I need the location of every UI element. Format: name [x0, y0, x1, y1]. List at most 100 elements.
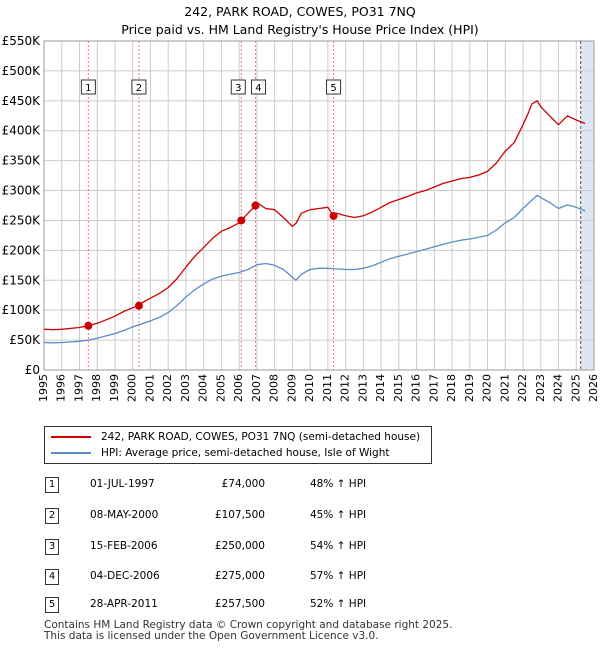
x-tick-label: 1997 — [72, 374, 85, 402]
sale-point — [237, 216, 246, 225]
row-date: 08-MAY-2000 — [90, 509, 159, 521]
x-tick-label: 2013 — [356, 374, 369, 402]
y-tick-label: £150K — [2, 273, 42, 287]
x-tick-label: 1996 — [55, 374, 68, 402]
x-tick-label: 2010 — [303, 374, 316, 402]
x-tick-label: 2001 — [143, 374, 156, 402]
table-row: 3 15-FEB-2006 £250,000 54% ↑ HPI — [0, 536, 600, 556]
x-tick-label: 2006 — [232, 374, 245, 402]
x-tick-label: 2017 — [427, 374, 440, 402]
row-number-badge: 2 — [45, 508, 59, 524]
sale-number-label: 3 — [235, 83, 241, 94]
y-tick-label: £100K — [2, 303, 42, 317]
x-tick-label: 2025 — [569, 374, 582, 402]
sale-number-box — [80, 79, 96, 95]
y-tick-label: £400K — [2, 124, 42, 138]
projection-band — [580, 41, 594, 370]
footer: Contains HM Land Registry data © Crown c… — [44, 620, 452, 642]
x-tick-label: 2014 — [374, 374, 387, 402]
y-tick-label: £350K — [2, 154, 42, 168]
sale-point — [134, 301, 143, 310]
y-tick-label: £300K — [2, 184, 42, 198]
x-tick-label: 2005 — [214, 374, 227, 402]
row-date: 04-DEC-2006 — [90, 570, 160, 582]
row-price: £74,000 — [221, 478, 265, 490]
sale-number-box — [250, 79, 266, 95]
x-tick-label: 2007 — [250, 374, 263, 402]
row-number-badge: 4 — [45, 569, 59, 585]
x-tick-label: 2015 — [392, 374, 405, 402]
x-tick-label: 2022 — [516, 374, 529, 402]
x-tick-label: 2009 — [285, 374, 298, 402]
x-tick-label: 2008 — [268, 374, 281, 402]
x-tick-label: 2004 — [197, 374, 210, 402]
x-tick-label: 1999 — [108, 374, 121, 402]
legend-label-hpi: HPI: Average price, semi-detached house,… — [101, 447, 390, 459]
price-chart: £0 £50K £100K £150K £200K £250K £300K £350K £400… — [2, 34, 600, 402]
row-number-badge: 5 — [45, 597, 59, 613]
row-date: 15-FEB-2006 — [90, 540, 158, 552]
legend-item-hpi: HPI: Average price, semi-detached house,… — [51, 446, 389, 460]
x-tick-label: 2018 — [445, 374, 458, 402]
y-tick-label: £250K — [2, 213, 42, 227]
y-tick-label: £200K — [2, 243, 42, 257]
row-hpi: 48% ↑ HPI — [310, 478, 367, 490]
x-tick-label: 2019 — [463, 374, 476, 402]
sale-number-box — [326, 79, 342, 95]
row-hpi: 45% ↑ HPI — [310, 509, 367, 521]
hpi-line — [43, 194, 586, 344]
x-tick-label: 2026 — [587, 374, 600, 402]
sale-point — [84, 321, 93, 330]
table-row: 5 28-APR-2011 £257,500 52% ↑ HPI — [0, 594, 600, 614]
row-price: £250,000 — [214, 540, 265, 552]
legend-item-property: 242, PARK ROAD, COWES, PO31 7NQ (semi-de… — [51, 430, 420, 444]
chart-legend: 242, PARK ROAD, COWES, PO31 7NQ (semi-de… — [44, 426, 432, 464]
x-tick-label: 2002 — [161, 374, 174, 402]
y-tick-label: £50K — [9, 333, 41, 347]
plot-area — [44, 41, 594, 370]
chart-subtitle: Price paid vs. HM Land Registry's House … — [121, 22, 479, 37]
legend-swatch-hpi — [51, 452, 91, 454]
sale-number-box — [131, 79, 147, 95]
sale-point — [329, 211, 338, 220]
x-tick-label: 2000 — [126, 374, 139, 402]
x-tick-label: 2011 — [321, 374, 334, 402]
sale-number-label: 1 — [85, 83, 91, 94]
x-tick-label: 2023 — [534, 374, 547, 402]
x-tick-label: 2021 — [498, 374, 511, 402]
row-date: 28-APR-2011 — [90, 598, 158, 610]
row-hpi: 54% ↑ HPI — [310, 540, 367, 552]
x-tick-label: 2012 — [339, 374, 352, 402]
x-tick-label: 2024 — [552, 374, 565, 402]
row-number-badge: 1 — [45, 477, 59, 493]
x-tick-label: 1998 — [90, 374, 103, 402]
x-tick-label: 2003 — [179, 374, 192, 402]
table-row: 1 01-JUL-1997 £74,000 48% ↑ HPI — [0, 474, 600, 494]
row-hpi: 57% ↑ HPI — [310, 570, 367, 582]
y-tick-label: £450K — [2, 94, 42, 108]
table-row: 4 04-DEC-2006 £275,000 57% ↑ HPI — [0, 566, 600, 586]
row-hpi: 52% ↑ HPI — [310, 598, 367, 610]
chart-title: 242, PARK ROAD, COWES, PO31 7NQ — [184, 4, 416, 19]
legend-label-property: 242, PARK ROAD, COWES, PO31 7NQ (semi-de… — [101, 431, 421, 443]
x-tick-label: 2020 — [481, 374, 494, 402]
sale-number-label: 4 — [255, 83, 261, 94]
legend-swatch-property — [51, 436, 91, 438]
row-number-badge: 3 — [45, 539, 59, 555]
row-price: £107,500 — [214, 509, 265, 521]
y-tick-label: £0 — [25, 363, 40, 377]
row-price: £257,500 — [214, 598, 265, 610]
y-tick-label: £550K — [2, 34, 42, 48]
y-tick-label: £500K — [2, 64, 42, 78]
footer-license: This data is licensed under the Open Gov… — [44, 630, 379, 642]
row-date: 01-JUL-1997 — [90, 478, 155, 490]
row-price: £275,000 — [214, 570, 265, 582]
sale-number-box — [230, 79, 246, 95]
sale-number-label: 2 — [136, 83, 142, 94]
footer-copyright: Contains HM Land Registry data © Crown c… — [44, 619, 453, 631]
sale-point — [251, 201, 260, 210]
sale-number-label: 5 — [330, 83, 336, 94]
plot-border — [43, 40, 595, 371]
table-row: 2 08-MAY-2000 £107,500 45% ↑ HPI — [0, 505, 600, 525]
x-tick-label: 1995 — [37, 374, 50, 402]
